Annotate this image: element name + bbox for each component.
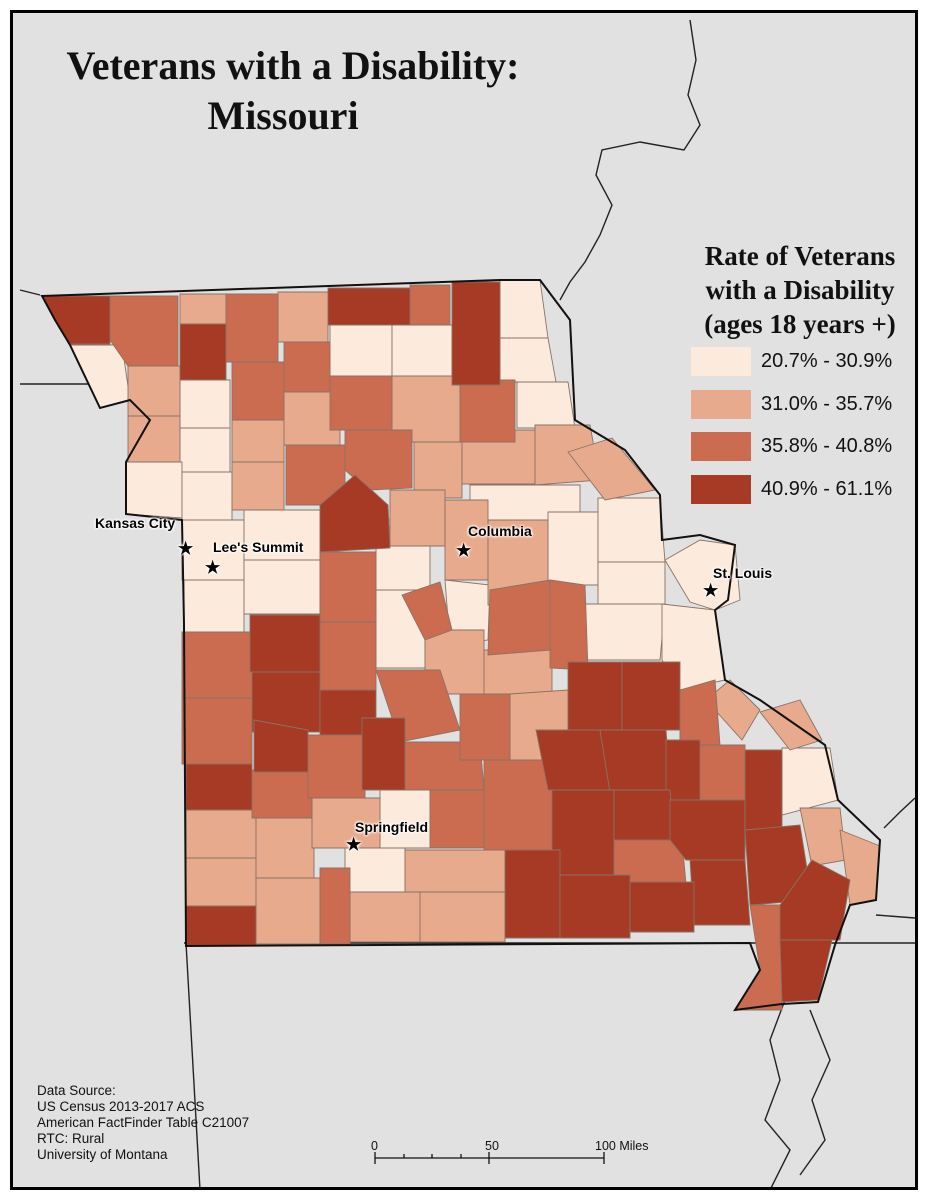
- legend-label-2: 31.0% - 35.7%: [761, 393, 893, 415]
- city-label-lees-summit: Lee's Summit: [213, 539, 304, 555]
- legend-swatch-3: [691, 432, 751, 461]
- data-source-line-1: US Census 2013-2017 ACS: [37, 1099, 205, 1114]
- city-label-springfield: Springfield: [355, 819, 429, 835]
- scale-label-100-miles: 100 Miles: [595, 1139, 649, 1153]
- legend-label-1: 20.7% - 30.9%: [761, 350, 893, 372]
- legend-swatch-4: [691, 475, 751, 504]
- city-marker-kansas-city-star-icon: ★: [178, 539, 194, 558]
- legend-title-line-3: (ages 18 years +): [704, 309, 896, 339]
- data-source-line-4: University of Montana: [37, 1147, 168, 1162]
- city-label-kansas-city: Kansas City: [95, 515, 176, 531]
- city-label-columbia: Columbia: [468, 523, 532, 539]
- legend-title-line-1: Rate of Veterans: [704, 241, 896, 271]
- city-marker-columbia-star-icon: ★: [456, 541, 472, 560]
- map-canvas: [19, 19, 915, 1187]
- class-2-counties: [127, 291, 881, 945]
- city-marker-lees-summit-star-icon: ★: [205, 558, 221, 577]
- city-marker-springfield-star-icon: ★: [346, 835, 362, 854]
- legend-label-4: 40.9% - 61.1%: [761, 478, 893, 500]
- class-4-counties: [41, 281, 851, 1003]
- scale-label-0: 0: [371, 1139, 378, 1153]
- missouri-outline: [40, 279, 882, 1012]
- data-source-line-3: RTC: Rural: [37, 1131, 105, 1146]
- city-label-st-louis: St. Louis: [713, 565, 773, 581]
- map-title-line-2: Missouri: [207, 93, 359, 138]
- map-frame: Veterans with a Disability: Missouri Rat…: [10, 10, 918, 1190]
- scale-bar: [374, 1152, 605, 1164]
- scale-label-50: 50: [485, 1139, 499, 1153]
- map-title-line-1: Veterans with a Disability:: [66, 43, 520, 88]
- legend-swatch-2: [691, 390, 751, 419]
- legend-title-line-2: with a Disability: [705, 275, 895, 305]
- county-grid: [41, 279, 881, 1011]
- data-source-line-2: American FactFinder Table C21007: [37, 1115, 250, 1130]
- data-source-heading: Data Source:: [37, 1083, 116, 1098]
- class-3-counties: [109, 284, 783, 1011]
- legend-label-3: 35.8% - 40.8%: [761, 435, 893, 457]
- legend-swatch-1: [691, 347, 751, 376]
- city-marker-st-louis-star-icon: ★: [703, 581, 719, 600]
- footer-strip: [0, 1190, 928, 1200]
